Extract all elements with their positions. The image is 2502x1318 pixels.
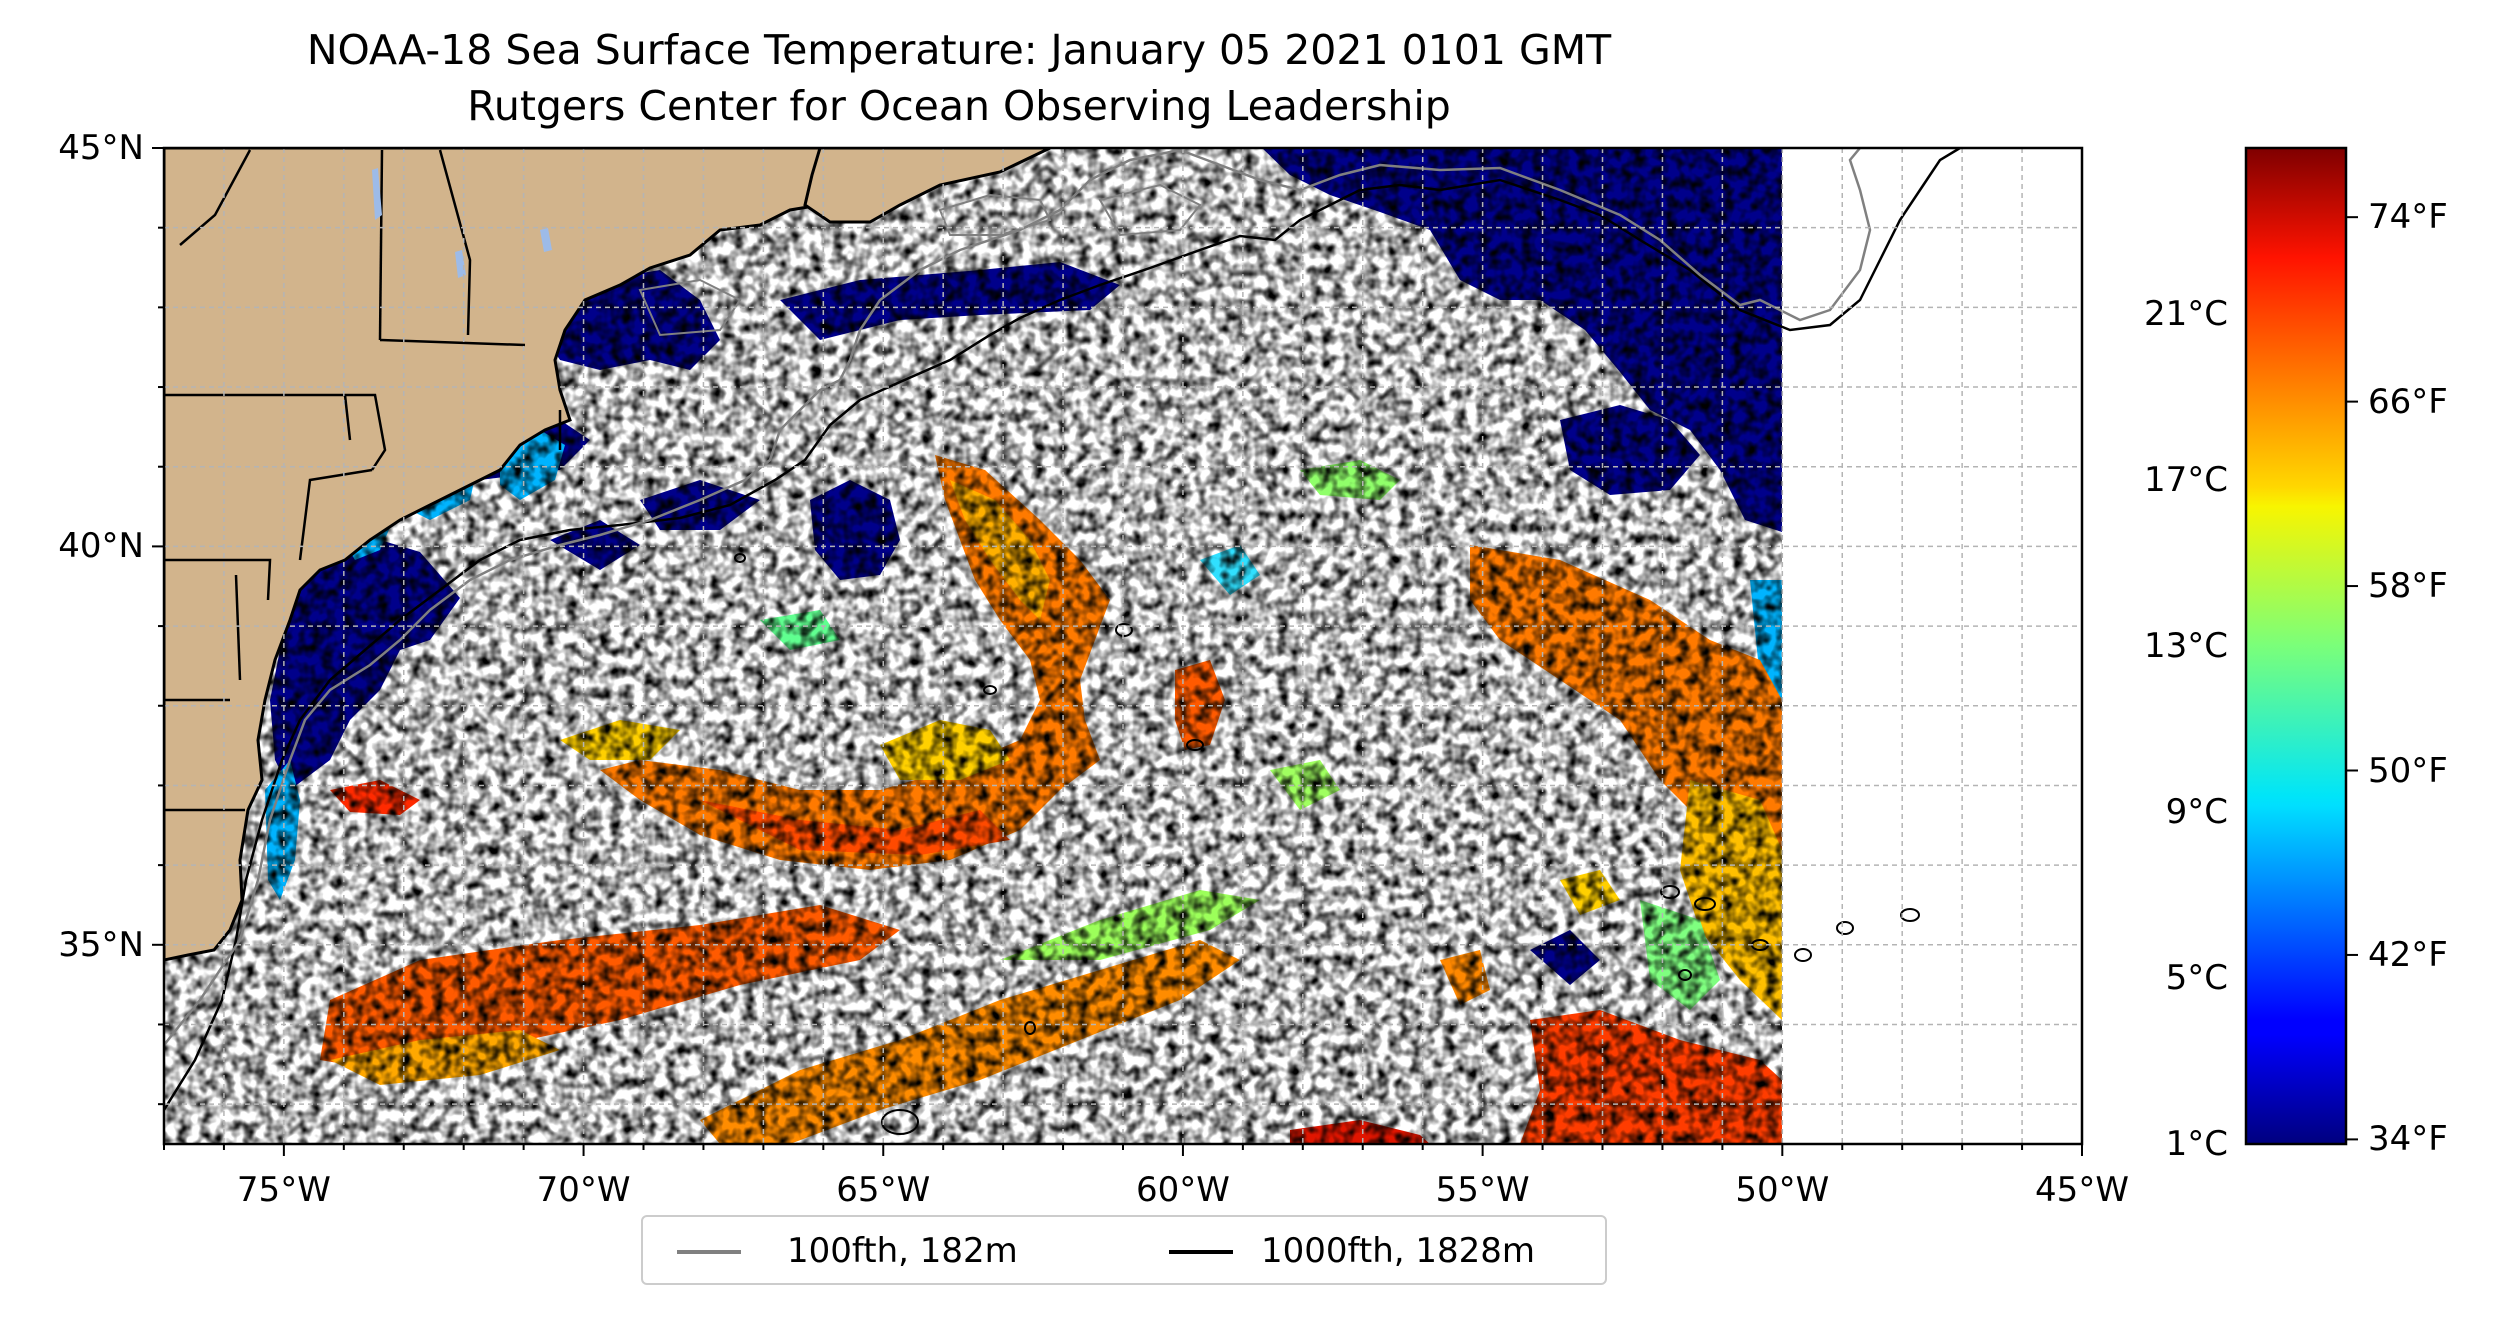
map-content	[164, 148, 2082, 1144]
colorbar-f-label: 58°F	[2368, 566, 2448, 607]
colorbar-ticks	[2346, 216, 2358, 1141]
land-nova-scotia	[803, 148, 1051, 224]
legend-label-1000fth: 1000fth, 1828m	[1261, 1231, 1536, 1271]
figure-subtitle: Rutgers Center for Ocean Observing Leade…	[467, 82, 1451, 130]
colorbar-f-label: 34°F	[2368, 1119, 2448, 1160]
x-ticks	[163, 1144, 2083, 1156]
x-tick-label: 70°W	[536, 1170, 631, 1210]
bank-contours	[638, 183, 1202, 337]
figure-title: NOAA-18 Sea Surface Temperature: January…	[306, 26, 1612, 74]
colorbar-c-label: 5°C	[2165, 958, 2228, 998]
legend-label-100fth: 100fth, 182m	[787, 1231, 1018, 1271]
seamounts	[734, 553, 1920, 1135]
y-tick-label: 45°N	[58, 128, 144, 168]
y-tick-label: 40°N	[58, 526, 144, 567]
colorbar-c-label: 1°C	[2165, 1124, 2228, 1164]
x-tick-label: 75°W	[236, 1170, 331, 1210]
colorbar-f-label: 66°F	[2368, 381, 2448, 422]
isobath-1000fth	[164, 148, 1961, 1111]
x-tick-label: 65°W	[836, 1170, 931, 1210]
legend: 100fth, 182m 1000fth, 1828m	[641, 1215, 1607, 1285]
colorbar-f-label: 74°F	[2368, 197, 2448, 238]
legend-line-grey	[677, 1250, 741, 1254]
isobath-100fth	[164, 148, 1872, 1046]
colorbar-gradient	[2244, 146, 2348, 1146]
grid-lines	[164, 148, 2082, 1144]
x-tick-label: 45°W	[2035, 1170, 2129, 1210]
lakes	[372, 168, 552, 278]
colorbar-f-label: 42°F	[2368, 934, 2448, 975]
y-tick-label: 35°N	[58, 924, 144, 965]
state-borders	[164, 149, 562, 812]
colorbar-c-label: 9°C	[2165, 792, 2228, 832]
y-ticks	[152, 147, 164, 1106]
x-tick-label: 60°W	[1135, 1170, 1230, 1210]
legend-line-black	[1169, 1250, 1233, 1254]
x-tick-label: 55°W	[1435, 1170, 1530, 1210]
x-tick-label: 50°W	[1735, 1170, 1830, 1210]
colorbar-c-label: 21°C	[2143, 294, 2228, 334]
colorbar-f-label: 50°F	[2368, 750, 2448, 791]
colorbar-c-label: 13°C	[2143, 626, 2228, 666]
colorbar-c-label: 17°C	[2143, 460, 2228, 500]
